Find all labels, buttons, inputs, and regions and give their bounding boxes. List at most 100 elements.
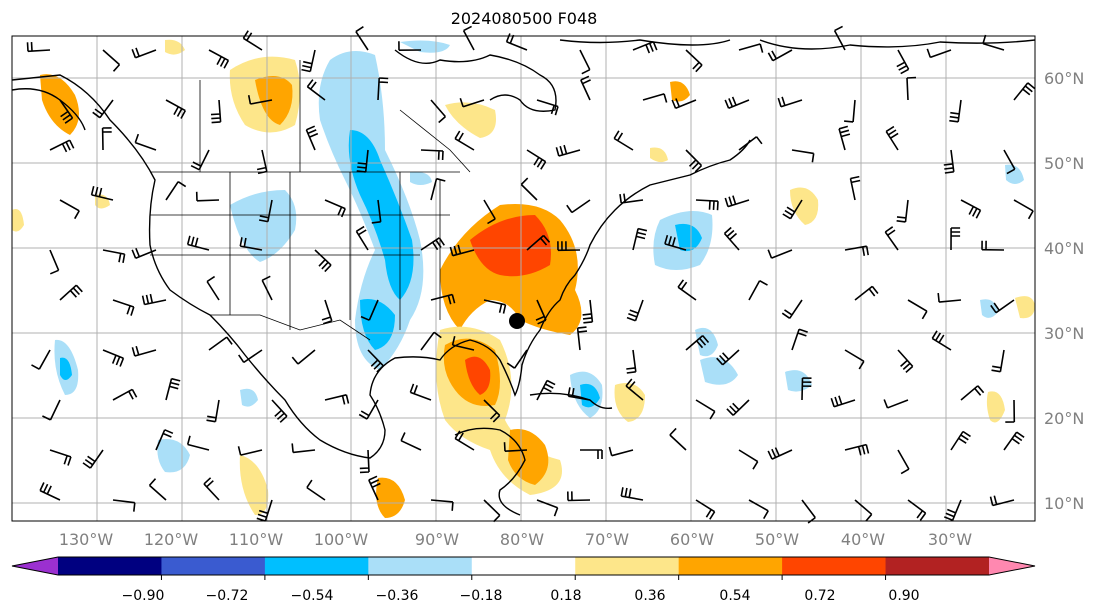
wind-barb <box>239 237 263 251</box>
wind-barb <box>567 387 591 401</box>
colorbar-tick-label: 0.36 <box>634 588 665 604</box>
wind-barb <box>131 47 157 59</box>
colorbar-tick-label: −0.72 <box>206 588 249 604</box>
wind-barb <box>801 377 812 401</box>
wind-barb <box>367 349 384 373</box>
wind-barb <box>131 345 157 357</box>
colorbar-tick-label: −0.36 <box>376 588 419 604</box>
political-borders <box>150 60 471 341</box>
wind-barb <box>90 186 114 201</box>
lat-label: 20°N <box>1044 409 1084 428</box>
wind-barb <box>738 43 764 53</box>
wind-barb <box>608 446 634 457</box>
map-frame <box>11 35 1036 522</box>
colorbar-segment <box>678 557 783 575</box>
wind-barb <box>377 77 389 101</box>
wind-barb <box>82 449 104 469</box>
wind-barb <box>991 349 1005 373</box>
wind-barb <box>664 234 687 251</box>
lat-label: 10°N <box>1044 494 1084 513</box>
wind-barb <box>767 249 793 259</box>
warm-anomaly-regions <box>12 39 1035 518</box>
wind-barb <box>567 491 591 502</box>
wind-barb <box>247 95 273 105</box>
wind-barb <box>26 42 51 53</box>
wind-barb <box>907 499 927 521</box>
wind-barb <box>324 199 346 218</box>
wind-barb <box>849 175 861 201</box>
wind-barb <box>885 125 899 151</box>
wind-barb <box>102 349 125 367</box>
wind-barb <box>1013 199 1034 220</box>
wind-barb <box>833 25 846 51</box>
lon-label: 70°W <box>585 530 629 549</box>
wind-barb <box>505 33 528 51</box>
wind-barb <box>131 247 157 259</box>
wind-barb <box>960 199 982 219</box>
wind-barb <box>358 399 379 420</box>
wind-barb <box>208 49 230 69</box>
wind-barb <box>430 99 447 124</box>
wind-barb <box>576 326 588 351</box>
wind-barb <box>896 49 910 75</box>
map-title: 2024080500 F048 <box>450 9 598 28</box>
wind-barb <box>535 299 547 325</box>
wind-barb <box>190 149 210 171</box>
wind-barb <box>619 193 644 204</box>
wind-barb <box>305 125 319 151</box>
wind-barb <box>49 139 75 153</box>
wind-barb <box>950 430 971 451</box>
wind-barb <box>409 383 432 401</box>
wind-barb <box>355 225 369 251</box>
wind-barb <box>981 240 1005 251</box>
lon-label: 130°W <box>59 530 114 549</box>
wind-barb <box>92 99 114 119</box>
wind-barb <box>291 349 316 365</box>
wind-barb <box>781 299 803 319</box>
wind-barb <box>960 385 985 401</box>
storm-center-marker <box>509 313 525 329</box>
wind-barb <box>102 49 121 72</box>
wind-barb <box>459 97 485 108</box>
wind-barb <box>449 244 475 257</box>
wind-barb <box>112 299 135 316</box>
wind-barb <box>669 427 687 451</box>
colorbar-tick-label: 0.90 <box>888 588 919 604</box>
wind-barb <box>59 284 83 301</box>
colorbar-segment <box>885 557 990 575</box>
wind-barb <box>503 442 528 452</box>
wind-barb <box>613 130 634 151</box>
wind-barb <box>1003 431 1025 451</box>
wind-barb <box>897 449 910 475</box>
wind-barb <box>536 379 556 401</box>
wind-barb <box>791 328 808 351</box>
wind-barb <box>483 399 501 423</box>
wind-barb <box>883 399 909 409</box>
wind-barb <box>685 334 710 351</box>
wind-barb <box>931 330 952 351</box>
wind-barb <box>314 249 332 273</box>
wind-barb <box>695 499 716 520</box>
wind-barb <box>907 299 928 320</box>
lat-label: 40°N <box>1044 239 1084 258</box>
wind-barb <box>566 199 591 214</box>
lon-label: 120°W <box>144 530 199 549</box>
wind-barb <box>360 299 379 321</box>
wind-barb <box>454 130 475 151</box>
wind-barb <box>256 149 268 175</box>
wind-barb <box>368 475 381 501</box>
wind-barb <box>943 149 955 174</box>
wind-barb <box>726 399 750 416</box>
lat-label: 50°N <box>1044 154 1084 173</box>
wind-barb <box>844 443 870 456</box>
wind-barb <box>165 99 187 119</box>
wind-barb <box>830 395 856 408</box>
lon-label: 90°W <box>415 530 459 549</box>
wind-barb <box>324 394 350 405</box>
wind-barb <box>238 349 263 364</box>
wind-barb <box>642 93 668 103</box>
lat-label: 60°N <box>1044 69 1084 88</box>
wind-barb <box>112 499 136 512</box>
lon-label: 30°W <box>928 530 972 549</box>
wind-barb <box>420 237 445 251</box>
